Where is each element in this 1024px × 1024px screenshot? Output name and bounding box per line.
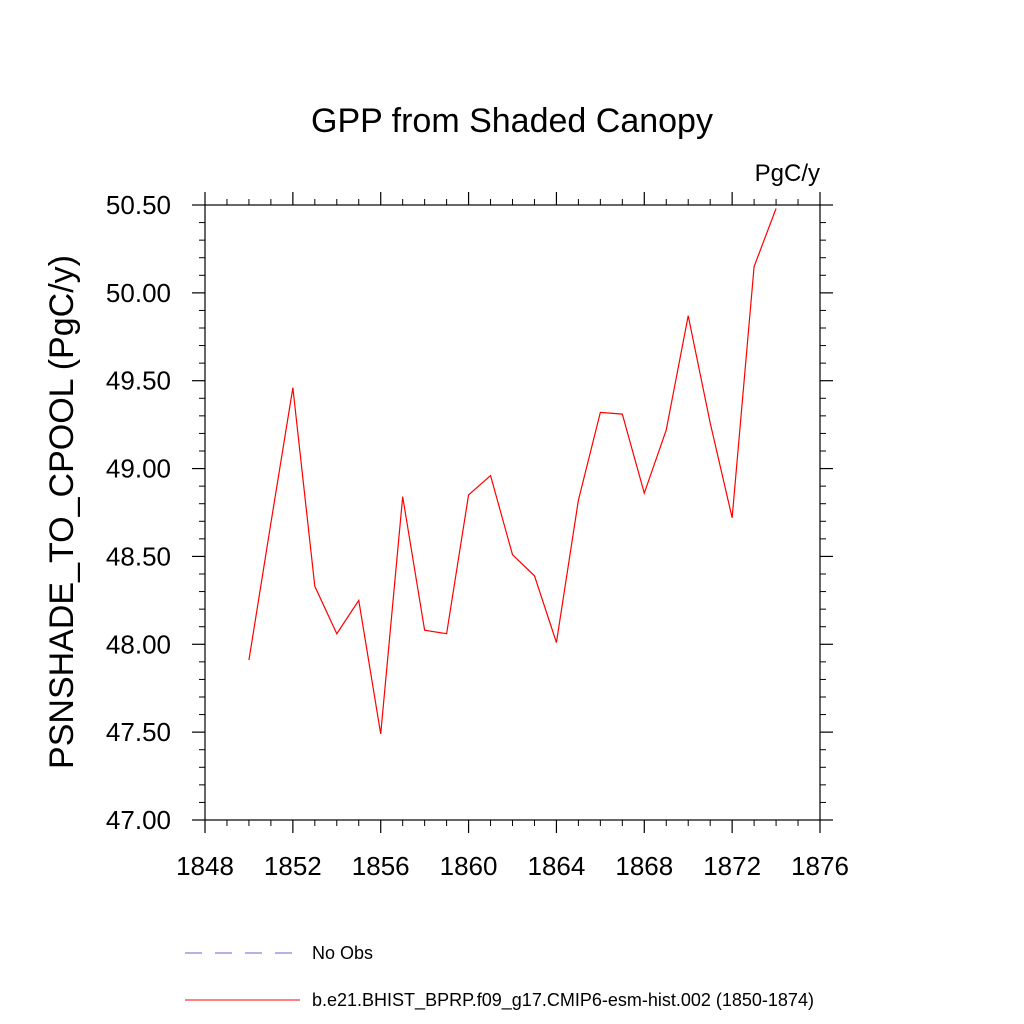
axis-ticks: [192, 192, 833, 833]
y-tick-label: 49.00: [106, 454, 171, 484]
y-tick-label: 48.50: [106, 541, 171, 571]
legend: No Obs b.e21.BHIST_BPRP.f09_g17.CMIP6-es…: [185, 943, 814, 1011]
legend-label-no-obs: No Obs: [312, 943, 373, 963]
y-tick-label: 50.50: [106, 190, 171, 220]
x-tick-label: 1876: [791, 851, 849, 881]
plot-frame: [204, 204, 821, 821]
units-label: PgC/y: [755, 160, 820, 187]
y-tick-label: 50.00: [106, 278, 171, 308]
chart-title: GPP from Shaded Canopy: [311, 102, 713, 140]
x-tick-label: 1856: [352, 851, 410, 881]
y-tick-label: 47.00: [106, 805, 171, 835]
x-tick-label: 1868: [615, 851, 673, 881]
y-tick-label: 47.50: [106, 717, 171, 747]
x-tick-label: 1860: [440, 851, 498, 881]
tick-labels: 1848 1852 1856 1860 1864 1868 1872 1876 47.00 47.…: [106, 190, 849, 881]
x-tick-label: 1848: [176, 851, 234, 881]
x-tick-label: 1872: [703, 851, 761, 881]
y-tick-label: 49.50: [106, 366, 171, 396]
series-line: [248, 208, 777, 734]
legend-label-model-run: b.e21.BHIST_BPRP.f09_g17.CMIP6-esm-hist.…: [312, 990, 814, 1011]
y-tick-label: 48.00: [106, 629, 171, 659]
series-layer: [248, 208, 777, 734]
x-tick-label: 1852: [264, 851, 322, 881]
x-tick-label: 1864: [528, 851, 586, 881]
y-axis-label: PSNSHADE_TO_CPOOL (PgC/y): [43, 255, 81, 769]
